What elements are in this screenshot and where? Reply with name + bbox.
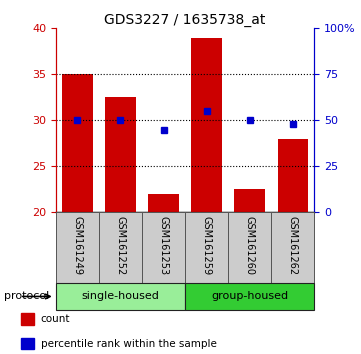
Text: single-housed: single-housed bbox=[82, 291, 160, 302]
Bar bbox=[148, 194, 179, 212]
Bar bbox=[105, 97, 135, 212]
Text: GSM161249: GSM161249 bbox=[73, 216, 82, 275]
Text: percentile rank within the sample: percentile rank within the sample bbox=[41, 338, 217, 349]
Text: count: count bbox=[41, 314, 70, 324]
Bar bbox=[278, 139, 308, 212]
Bar bbox=[142, 212, 185, 283]
Bar bbox=[185, 212, 228, 283]
Bar bbox=[271, 212, 314, 283]
Text: group-housed: group-housed bbox=[211, 291, 288, 302]
Text: GSM161262: GSM161262 bbox=[288, 216, 297, 275]
Text: GSM161253: GSM161253 bbox=[158, 216, 169, 275]
Text: GSM161252: GSM161252 bbox=[116, 216, 126, 275]
Text: GSM161260: GSM161260 bbox=[244, 216, 255, 275]
Text: protocol: protocol bbox=[4, 291, 49, 302]
Bar bbox=[235, 189, 265, 212]
Bar bbox=[185, 283, 314, 310]
Bar bbox=[228, 212, 271, 283]
Bar bbox=[21, 313, 34, 325]
Text: GSM161259: GSM161259 bbox=[201, 216, 212, 275]
Bar bbox=[191, 38, 222, 212]
Title: GDS3227 / 1635738_at: GDS3227 / 1635738_at bbox=[104, 13, 266, 27]
Bar bbox=[62, 74, 92, 212]
Bar bbox=[99, 212, 142, 283]
Bar bbox=[56, 283, 185, 310]
Bar bbox=[56, 212, 99, 283]
Bar bbox=[21, 338, 34, 349]
